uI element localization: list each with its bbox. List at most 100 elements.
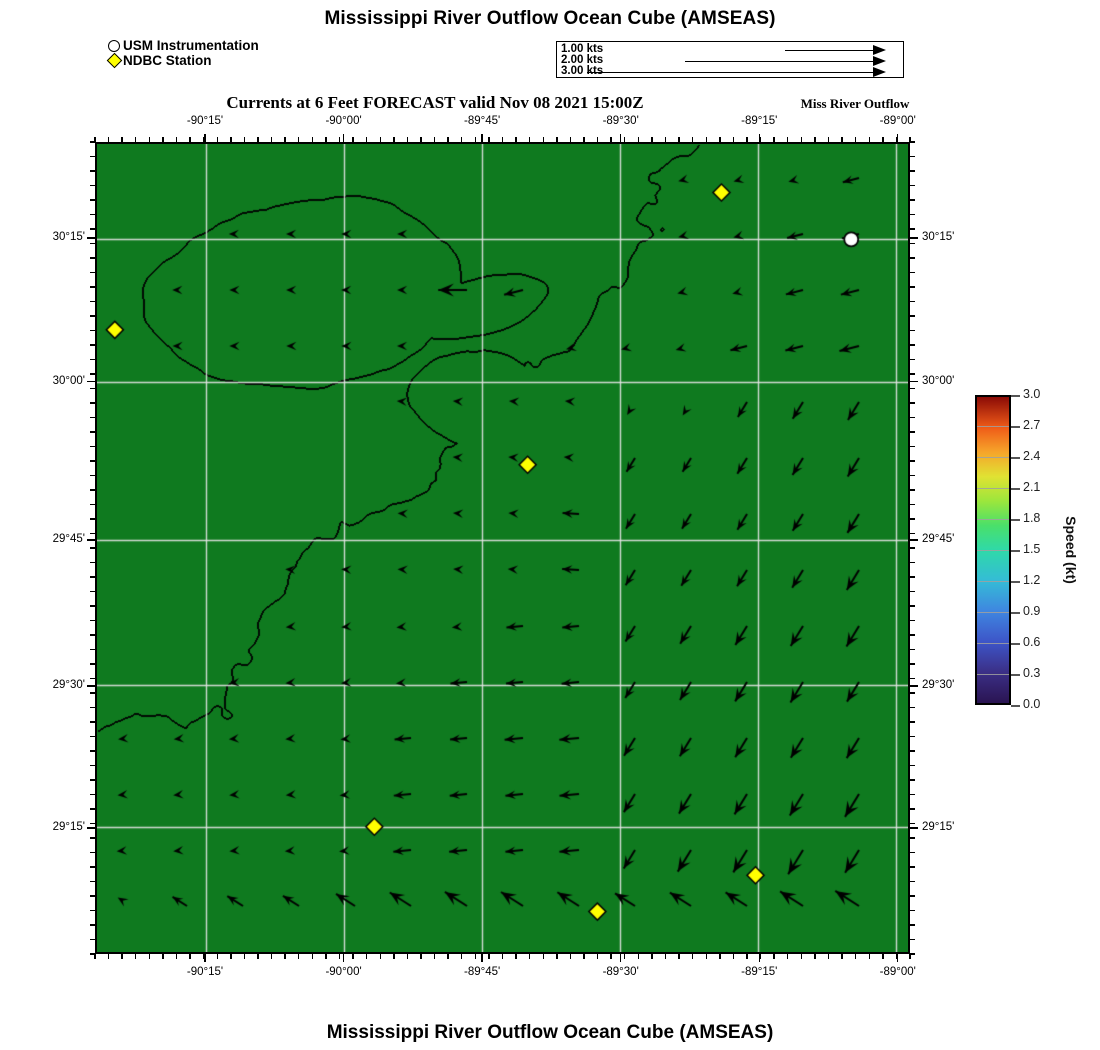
y-tick-minor — [910, 880, 915, 883]
y-tick-minor — [910, 619, 915, 622]
y-tick-minor — [910, 184, 915, 187]
x-tick-minor — [107, 954, 110, 959]
x-tick-minor — [284, 954, 286, 959]
y-axis-label: 29°15' — [922, 821, 955, 834]
x-tick-minor — [882, 954, 884, 959]
colorbar-tick-inner — [977, 581, 1009, 583]
colorbar-tick — [1011, 395, 1020, 397]
marker-legend: USM Instrumentation NDBC Station — [106, 38, 259, 69]
x-tick-minor — [596, 954, 599, 959]
x-tick-minor — [759, 954, 762, 959]
legend-item-usm: USM Instrumentation — [108, 38, 259, 53]
colorbar-tick — [1011, 674, 1020, 676]
x-tick-minor — [732, 954, 735, 959]
legend-label-usm: USM Instrumentation — [123, 38, 259, 53]
colorbar-tick — [1011, 643, 1020, 645]
vector-scale-label-1: 1.00 kts — [561, 43, 604, 55]
x-axis-label: -90°00' — [325, 115, 362, 127]
y-tick-major — [910, 237, 918, 239]
y-tick-minor — [910, 387, 915, 390]
map-plot-area[interactable] — [95, 142, 910, 954]
y-tick-minor — [910, 286, 915, 288]
current-speed-heatmap[interactable] — [97, 144, 908, 952]
y-tick-minor — [910, 750, 915, 752]
y-tick-minor — [910, 895, 915, 897]
x-tick-minor — [583, 954, 585, 959]
y-tick-minor — [910, 692, 915, 694]
y-tick-major — [910, 827, 918, 829]
colorbar-tick-inner — [977, 519, 1009, 521]
vector-head-3 — [873, 67, 886, 77]
x-tick-minor — [433, 954, 436, 959]
x-axis-label: -89°45' — [464, 115, 501, 127]
x-tick-minor — [637, 954, 640, 959]
colorbar-tick-inner — [977, 550, 1009, 552]
y-tick-minor — [910, 547, 915, 549]
y-tick-minor — [910, 329, 915, 332]
circle-marker-icon — [108, 39, 120, 52]
y-tick-minor — [910, 561, 915, 564]
x-tick-minor — [787, 954, 789, 959]
x-tick-minor — [243, 954, 246, 959]
colorbar-tick-label: 0.0 — [1023, 697, 1041, 711]
y-tick-minor — [910, 489, 915, 491]
x-tick-minor — [379, 954, 381, 959]
x-tick-minor — [528, 954, 531, 959]
x-tick-minor — [664, 954, 667, 959]
y-tick-major — [910, 380, 918, 383]
x-tick-minor — [678, 954, 680, 959]
x-axis-label: -89°30' — [602, 115, 639, 127]
y-tick-minor — [910, 866, 915, 868]
x-axis-label: -89°00' — [879, 115, 916, 127]
x-tick-minor — [202, 954, 205, 959]
y-tick-minor — [910, 924, 915, 926]
x-tick-minor — [868, 954, 870, 959]
y-tick-major — [87, 539, 95, 541]
colorbar-tick — [1011, 612, 1020, 614]
x-tick-minor — [175, 954, 178, 959]
x-tick-minor — [148, 954, 151, 959]
x-tick-minor — [827, 954, 830, 959]
x-axis-label: -89°30' — [602, 966, 639, 978]
y-tick-major — [87, 827, 95, 829]
x-tick-minor — [365, 954, 368, 959]
vector-scale-legend: 1.00 kts 2.00 kts 3.00 kts — [556, 41, 904, 78]
x-tick-minor — [298, 954, 300, 959]
chart-corner-label: Miss River Outflow — [800, 96, 910, 111]
y-tick-minor — [910, 271, 915, 274]
y-tick-minor — [910, 416, 915, 419]
y-axis-label: 30°15' — [52, 230, 85, 243]
y-tick-minor — [910, 402, 915, 404]
x-tick-minor — [406, 954, 409, 959]
x-tick-major — [758, 134, 760, 142]
x-tick-minor — [393, 954, 395, 959]
y-axis-label: 30°00' — [52, 374, 85, 387]
x-tick-major — [481, 954, 483, 962]
x-axis-label: -89°15' — [741, 115, 778, 127]
x-tick-minor — [501, 954, 504, 959]
y-axis-label: 29°30' — [52, 679, 85, 692]
legend-label-ndbc: NDBC Station — [123, 53, 212, 68]
y-tick-major — [910, 539, 918, 541]
x-tick-minor — [474, 954, 477, 959]
x-tick-minor — [162, 954, 164, 959]
footer-title: Mississippi River Outflow Ocean Cube (AM… — [326, 1022, 774, 1043]
x-tick-minor — [814, 954, 816, 959]
x-tick-minor — [909, 954, 911, 959]
legend-item-ndbc: NDBC Station — [106, 52, 259, 69]
colorbar-tick — [1011, 550, 1020, 552]
y-tick-minor — [910, 576, 915, 578]
x-tick-minor — [651, 954, 653, 959]
colorbar-tick-label: 0.9 — [1023, 604, 1041, 618]
x-tick-minor — [135, 954, 137, 959]
diamond-marker-icon — [106, 52, 122, 69]
x-tick-minor — [461, 954, 463, 959]
y-tick-minor — [910, 909, 915, 912]
y-axis-label: 30°00' — [922, 374, 955, 387]
x-tick-minor — [488, 954, 490, 959]
y-tick-minor — [910, 735, 915, 738]
y-tick-minor — [910, 518, 915, 520]
x-tick-minor — [841, 954, 843, 959]
vector-head-1 — [873, 45, 886, 55]
y-tick-major — [87, 237, 95, 239]
